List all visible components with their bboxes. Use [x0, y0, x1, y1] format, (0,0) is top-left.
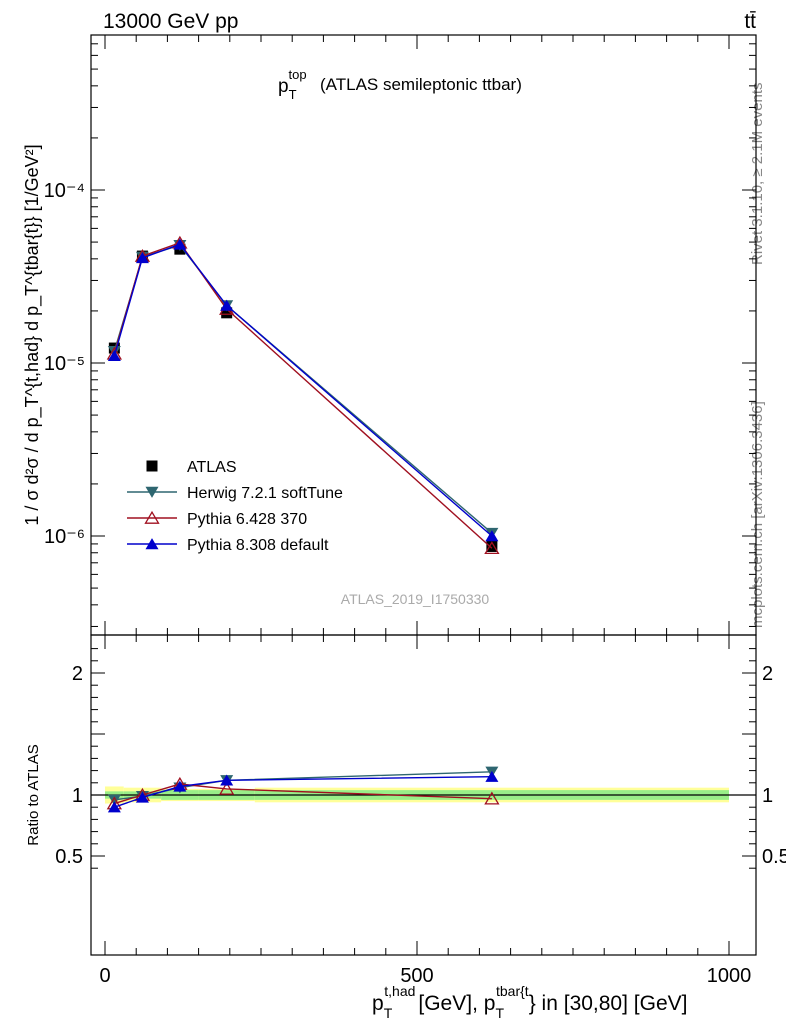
ratio-tick-label-right: 1	[762, 785, 773, 807]
x-tick-label: 0	[99, 965, 110, 987]
data-point-pythia-8-308-default	[220, 299, 234, 311]
y-tick-label: 10⁻⁵	[44, 353, 85, 375]
ratio-y-axis-label: Ratio to ATLAS	[25, 744, 42, 845]
plot-title-main: p	[278, 76, 289, 97]
ratio-plot-series	[106, 766, 500, 813]
plot-title-sub: T	[289, 87, 297, 102]
plot-title: pTtop	[278, 67, 307, 102]
data-point-pythia-8-308-default	[135, 252, 149, 264]
process-label: tt̄	[744, 10, 756, 33]
x-axis-label: pTt,had[GeV], pTtbar{t} in [30,80] [GeV]	[372, 983, 687, 1021]
x-axis-label-mid: [GeV], p	[418, 992, 495, 1015]
ratio-tick-label-left: 2	[72, 663, 83, 685]
x-axis-label-sub2: T	[495, 1005, 504, 1021]
plot-title-sup: top	[289, 67, 307, 82]
legend-marker-pythia-6-428-370	[144, 510, 160, 524]
legend-label-atlas: ATLAS	[187, 459, 237, 476]
ratio-tick-label-left: 1	[72, 785, 83, 807]
data-point-atlas	[221, 307, 233, 319]
plot-title-rest: (ATLAS semileptonic ttbar)	[320, 75, 522, 94]
analysis-watermark: ATLAS_2019_I1750330	[341, 591, 490, 607]
ratio-point-pythia-8-308-default	[220, 774, 234, 786]
data-point-pythia-8-308-default	[485, 530, 499, 542]
mcplots-label: mcplots.cern.ch [arXiv:1306.3436]	[749, 401, 766, 628]
legend-marker-pythia-8-308-default	[145, 538, 159, 550]
x-axis-label-sup1: t,had	[384, 983, 415, 999]
main-plot-series	[106, 235, 500, 555]
ratio-point-pythia-6-428-370	[484, 791, 500, 805]
y-tick-label: 10⁻⁶	[44, 526, 85, 548]
ratio-tick-label-right: 2	[762, 663, 773, 685]
ratio-point-pythia-8-308-default	[173, 780, 187, 792]
main-plot-frame: 10⁻⁶ 10⁻⁵ 10⁻⁴	[44, 34, 757, 649]
ratio-point-pythia-8-308-default	[485, 770, 499, 782]
x-axis-label-rest: } in [30,80] [GeV]	[529, 992, 688, 1015]
x-axis-label-sup2: tbar{t	[496, 983, 529, 999]
x-tick-label: 500	[400, 965, 433, 987]
ratio-point-pythia-6-428-370	[219, 781, 235, 795]
data-point-pythia-8-308-default	[107, 349, 121, 362]
legend-label-pythia-8-308-default: Pythia 8.308 default	[187, 537, 329, 554]
legend-marker-atlas	[146, 460, 158, 472]
rivet-label: Rivet 3.1.10, ≥ 2.1M events	[749, 83, 766, 266]
energy-label: 13000 GeV pp	[103, 10, 238, 33]
ratio-tick-label-left: 0.5	[55, 846, 83, 868]
data-point-pythia-8-308-default	[173, 238, 187, 250]
legend-label-pythia-6-428-370: Pythia 6.428 370	[187, 511, 307, 528]
ratio-tick-label-right: 0.5	[762, 846, 786, 868]
data-point-pythia-6-428-370	[484, 541, 500, 555]
main-y-axis-label: 1 / σ d²σ / d p_T^{t,had} d p_T^{tbar{t}…	[22, 144, 43, 525]
ratio-point-herwig-7-2-1-softtune	[107, 794, 121, 806]
legend-label-herwig-7-2-1-softtune: Herwig 7.2.1 softTune	[187, 485, 343, 502]
legend: ATLAS Herwig 7.2.1 softTune Pythia 6.428 3…	[127, 459, 343, 554]
ratio-point-pythia-8-308-default	[135, 791, 149, 803]
x-axis-label-p1: p	[372, 992, 384, 1015]
x-axis-label-sub1: T	[384, 1005, 393, 1021]
x-tick-label: 1000	[707, 965, 752, 987]
ratio-plot-frame: 0 500 1000 0.5 0.5 1 1 2 2	[55, 634, 786, 987]
data-point-atlas	[486, 540, 498, 552]
series-line-pythia-6-428-370	[113, 241, 493, 549]
ratio-point-pythia-8-308-default	[107, 801, 121, 813]
y-tick-label: 10⁻⁴	[44, 180, 85, 202]
legend-marker-herwig-7-2-1-softtune	[145, 486, 159, 498]
